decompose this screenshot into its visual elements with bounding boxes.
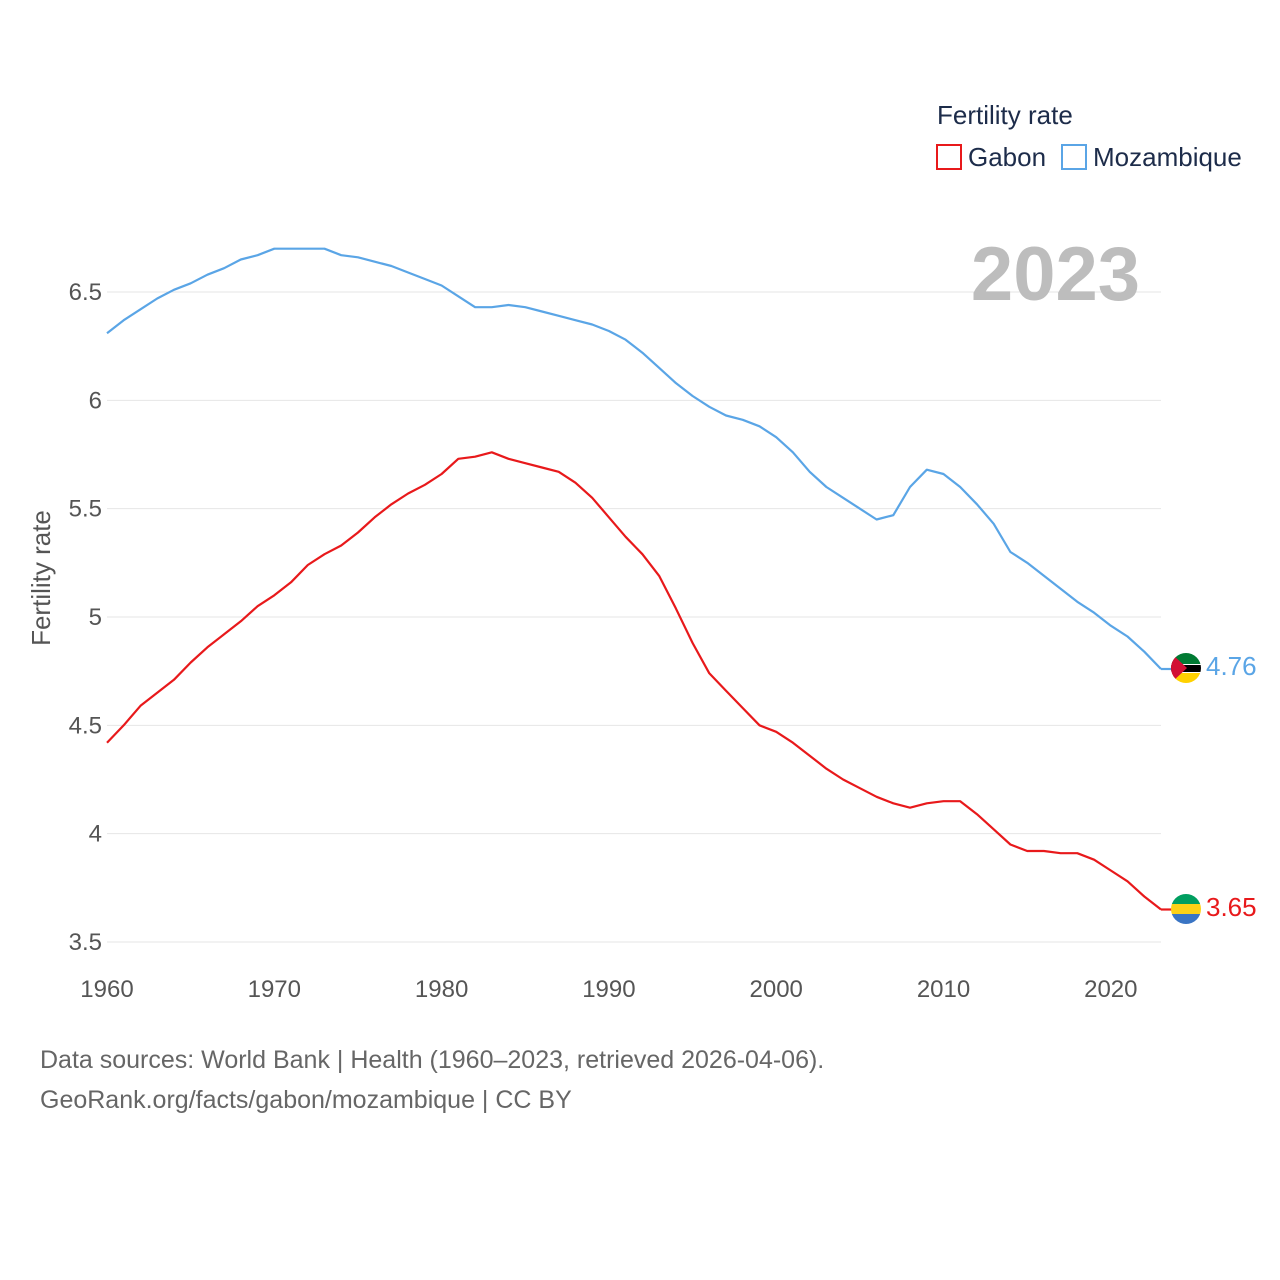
mozambique-flag-icon: [1171, 653, 1201, 683]
y-tick-label: 5.5: [69, 496, 102, 523]
x-tick-label: 1990: [582, 976, 635, 1003]
x-tick-label: 1970: [248, 976, 301, 1003]
y-tick-label: 4: [89, 821, 102, 848]
legend-swatch-gabon: [936, 144, 962, 170]
x-tick-label: 2010: [917, 976, 970, 1003]
x-tick-label: 2020: [1084, 976, 1137, 1003]
legend-label-mozambique: Mozambique: [1093, 142, 1242, 172]
y-axis-label: Fertility rate: [26, 510, 56, 646]
y-tick-label: 6.5: [69, 279, 102, 306]
footer-sources: Data sources: World Bank | Health (1960–…: [40, 1046, 825, 1074]
y-tick-label: 5: [89, 604, 102, 631]
gabon-end-value: 3.65: [1206, 892, 1257, 922]
legend-label-gabon: Gabon: [968, 142, 1046, 172]
x-tick-label: 2000: [750, 976, 803, 1003]
gridlines: [107, 291, 1161, 943]
y-tick-label: 6: [89, 387, 102, 414]
x-tick-label: 1980: [415, 976, 468, 1003]
y-tick-label: 3.5: [69, 929, 102, 956]
gabon-flag-icon: [1171, 894, 1201, 924]
y-tick-label: 4.5: [69, 712, 102, 739]
line-chart: 3.5 4 4.5 5 5.5 6 6.5 1960 1970 1980 1990 2000 2010…: [26, 100, 1257, 1003]
legend-title: Fertility rate: [937, 100, 1073, 130]
mozambique-end-value: 4.76: [1206, 651, 1257, 681]
footer-link[interactable]: GeoRank.org/facts/gabon/mozambique | CC …: [40, 1086, 572, 1114]
series-line-mozambique: [106, 247, 1162, 670]
x-axis-ticks: 1960 1970 1980 1990 2000 2010 2020: [80, 976, 1137, 1003]
series-lines: [106, 247, 1172, 911]
current-year-label: 2023: [971, 232, 1140, 317]
x-tick-label: 1960: [80, 976, 133, 1003]
y-axis-ticks: 3.5 4 4.5 5 5.5 6 6.5: [69, 279, 102, 956]
series-line-gabon: [106, 451, 1162, 911]
legend: Fertility rate Gabon Mozambique: [936, 100, 1242, 172]
legend-swatch-mozambique: [1061, 144, 1087, 170]
